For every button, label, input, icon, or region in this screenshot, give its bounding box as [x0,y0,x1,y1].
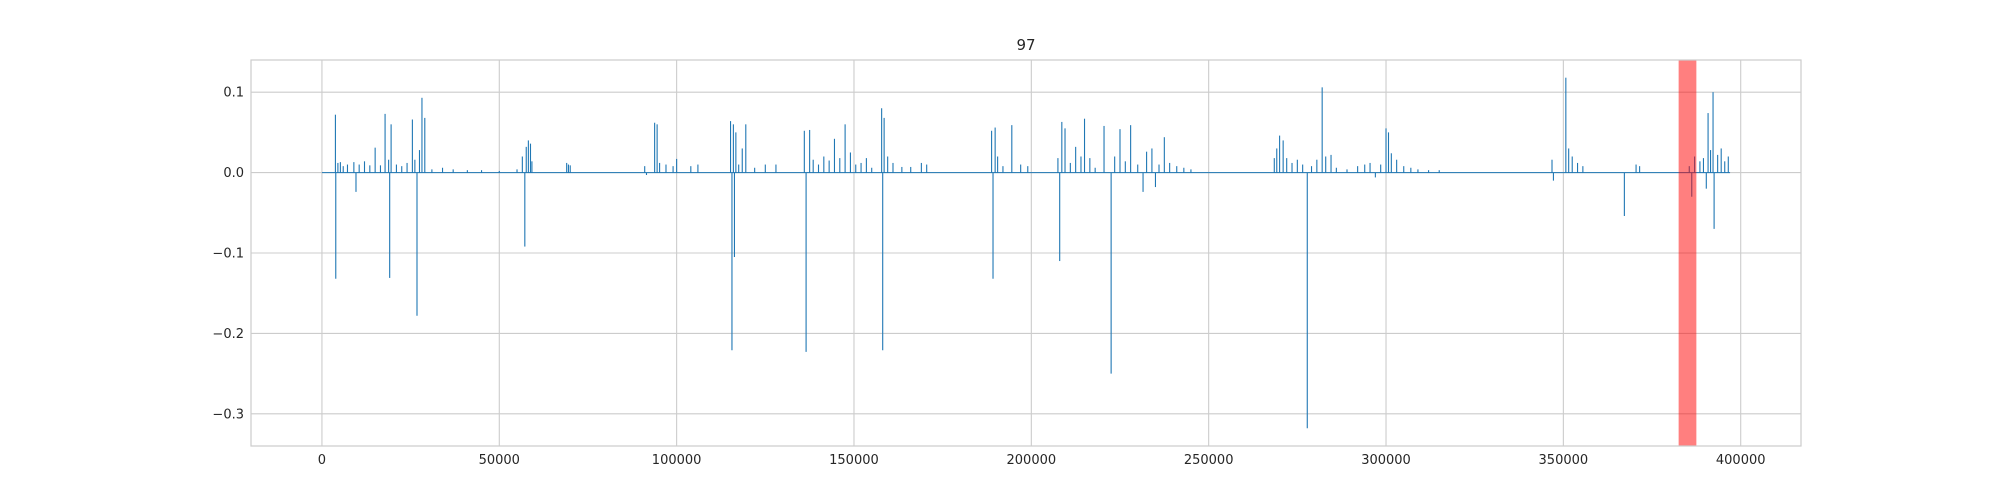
highlight-span-group [1678,60,1697,446]
x-tick-label: 200000 [1007,453,1057,468]
x-tick-label: 50000 [479,453,520,468]
y-tick-label: −0.3 [212,407,244,422]
x-tick-label: 0 [318,453,326,468]
chart-title: 97 [1016,36,1035,54]
y-tick-label: 0.0 [223,166,244,181]
y-tick-label: −0.2 [212,327,244,342]
highlight-span [1678,60,1697,446]
x-tick-label: 150000 [829,453,879,468]
x-tick-label: 250000 [1184,453,1234,468]
y-tick-label: 0.1 [223,86,244,101]
x-tick-label: 400000 [1716,453,1766,468]
y-tick-label: −0.1 [212,247,244,262]
x-tick-label: 100000 [652,453,702,468]
x-axis-ticks: 0 50000 100000 150000 200000 250000 300000 3500… [318,453,1766,468]
x-tick-label: 350000 [1539,453,1589,468]
y-axis-ticks: 0.1 0.0 −0.1 −0.2 −0.3 [212,86,244,423]
plot-frame [250,59,1802,447]
x-tick-label: 300000 [1361,453,1411,468]
